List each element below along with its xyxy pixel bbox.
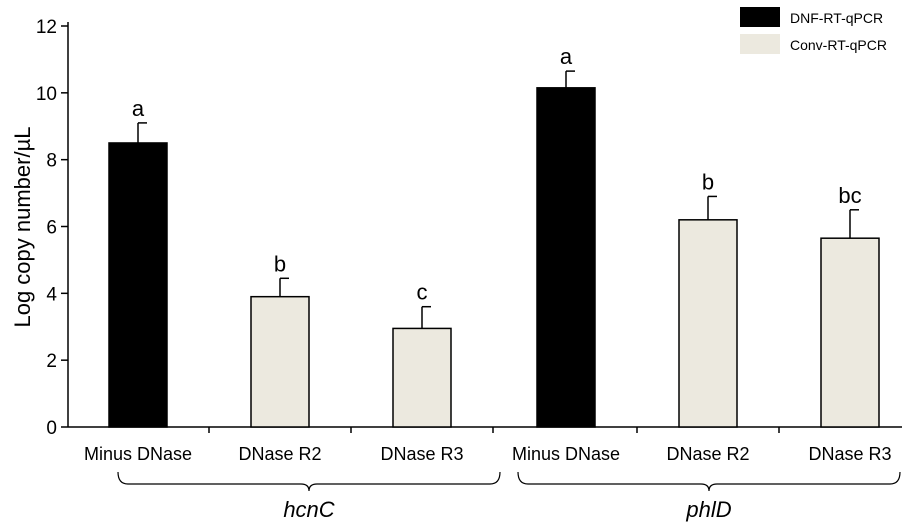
y-tick-label: 6 <box>46 218 57 239</box>
group-label: phlD <box>685 497 731 522</box>
y-axis-title: Log copy number/µL <box>10 126 35 327</box>
significance-letter: a <box>560 44 573 69</box>
legend: DNF-RT-qPCR Conv-RT-qPCR <box>740 7 887 54</box>
legend-swatch <box>740 34 780 54</box>
bar <box>820 237 880 428</box>
group-brace <box>517 471 901 492</box>
legend-label: Conv-RT-qPCR <box>790 37 887 53</box>
legend-label: DNF-RT-qPCR <box>790 10 883 26</box>
bar <box>678 219 738 428</box>
x-tick-label: DNase R2 <box>238 444 321 464</box>
group-brace <box>117 471 501 492</box>
significance-letter: b <box>702 169 714 194</box>
labels: 0 2 4 6 8 10 12 a Minus DNase b DNase R2 c DNase R3 a… <box>36 17 892 522</box>
bar <box>536 87 596 428</box>
x-tick-label: Minus DNase <box>512 444 620 464</box>
group-label: hcnC <box>283 497 334 522</box>
x-tick-label: DNase R3 <box>808 444 891 464</box>
y-tick-label: 4 <box>46 284 57 305</box>
bar <box>392 327 452 428</box>
y-tick-label: 12 <box>36 17 57 38</box>
bar <box>250 295 310 428</box>
significance-letter: b <box>274 251 286 276</box>
axes <box>61 22 902 492</box>
y-tick-label: 2 <box>46 351 57 372</box>
significance-letter: bc <box>838 183 861 208</box>
y-tick-label: 0 <box>46 418 57 439</box>
bar <box>108 142 168 428</box>
x-tick-label: DNase R3 <box>380 444 463 464</box>
x-tick-label: Minus DNase <box>84 444 192 464</box>
significance-letter: a <box>132 96 145 121</box>
legend-swatch <box>740 7 780 27</box>
bars <box>108 70 880 428</box>
y-tick-label: 8 <box>46 151 57 172</box>
y-tick-label: 10 <box>36 84 57 105</box>
x-tick-label: DNase R2 <box>666 444 749 464</box>
significance-letter: c <box>417 280 428 305</box>
